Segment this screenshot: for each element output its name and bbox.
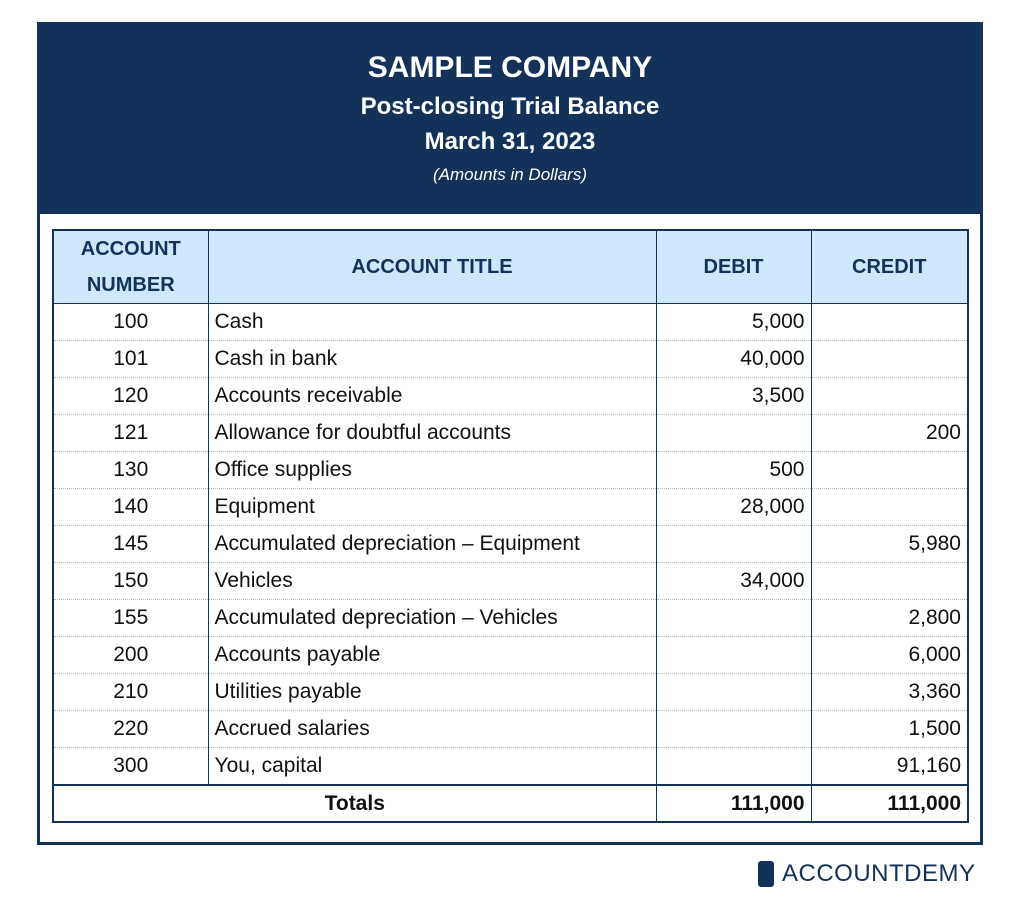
table-cell: 3,500	[655, 377, 812, 415]
table-row: 150 Vehicles 34,000	[52, 562, 969, 600]
totals-label: Totals	[52, 784, 657, 823]
table-cell: 200	[52, 636, 209, 674]
table-cell: Cash	[207, 303, 657, 341]
table-cell: 150	[52, 562, 209, 600]
table-cell: 130	[52, 451, 209, 489]
table-cell: 6,000	[810, 636, 969, 674]
table-cell: 210	[52, 673, 209, 711]
table-cell: Allowance for doubtful accounts	[207, 414, 657, 452]
table-cell: 100	[52, 303, 209, 341]
totals-row: Totals 111,000 111,000	[52, 784, 969, 823]
table-cell: 220	[52, 710, 209, 748]
table-cell: 5,000	[655, 303, 812, 341]
table-cell: 91,160	[810, 747, 969, 786]
table-cell: 500	[655, 451, 812, 489]
table-row: 140 Equipment 28,000	[52, 488, 969, 526]
logo-icon	[758, 861, 774, 887]
table-row: 120 Accounts receivable 3,500	[52, 377, 969, 415]
column-header: DEBIT	[655, 229, 812, 304]
table-cell	[810, 488, 969, 526]
table-row: 101 Cash in bank 40,000	[52, 340, 969, 378]
table-row: 210 Utilities payable 3,360	[52, 673, 969, 711]
table-cell	[655, 747, 812, 786]
table-cell	[655, 525, 812, 563]
table-cell: Accrued salaries	[207, 710, 657, 748]
table-cell: 120	[52, 377, 209, 415]
column-header: ACCOUNT NUMBER	[52, 229, 209, 304]
table-cell: 3,360	[810, 673, 969, 711]
table-cell: 40,000	[655, 340, 812, 378]
table-cell	[810, 340, 969, 378]
header: SAMPLE COMPANY Post-closing Trial Balanc…	[40, 25, 980, 214]
report-note: (Amounts in Dollars)	[433, 165, 587, 184]
column-header: ACCOUNT TITLE	[207, 229, 657, 304]
table-cell: Vehicles	[207, 562, 657, 600]
totals-credit: 111,000	[810, 784, 969, 823]
table-cell	[810, 451, 969, 489]
table-body: 100 Cash 5,000 101 Cash in bank 40,000 120 Acco…	[52, 303, 969, 823]
report-date: March 31, 2023	[424, 128, 596, 155]
table-row: 155 Accumulated depreciation – Vehicles 2,…	[52, 599, 969, 637]
table-row: 145 Accumulated depreciation – Equipment 5…	[52, 525, 969, 563]
table-row: 121 Allowance for doubtful accounts 200	[52, 414, 969, 452]
table-cell: 101	[52, 340, 209, 378]
table-cell	[655, 636, 812, 674]
table-cell	[655, 414, 812, 452]
table-cell: 2,800	[810, 599, 969, 637]
table-cell: 121	[52, 414, 209, 452]
table-cell: 34,000	[655, 562, 812, 600]
logo-text: ACCOUNTDEMY	[782, 860, 976, 887]
table-cell: Accumulated depreciation – Vehicles	[207, 599, 657, 637]
table-cell	[655, 710, 812, 748]
table-row: 100 Cash 5,000	[52, 303, 969, 341]
table-cell: 155	[52, 599, 209, 637]
table-cell: Office supplies	[207, 451, 657, 489]
table-cell: Accounts receivable	[207, 377, 657, 415]
table-cell: 28,000	[655, 488, 812, 526]
table-row: 220 Accrued salaries 1,500	[52, 710, 969, 748]
table-row: 300 You, capital 91,160	[52, 747, 969, 786]
table-cell: Equipment	[207, 488, 657, 526]
table-cell	[655, 673, 812, 711]
table-cell	[810, 562, 969, 600]
table-cell	[810, 303, 969, 341]
column-header: CREDIT	[810, 229, 969, 304]
trial-balance-table: ACCOUNT NUMBER ACCOUNT TITLE DEBIT CREDIT 1…	[52, 229, 969, 823]
table-cell: Accounts payable	[207, 636, 657, 674]
header-row: ACCOUNT NUMBER ACCOUNT TITLE DEBIT CREDIT	[52, 229, 969, 304]
report-title: Post-closing Trial Balance	[360, 93, 660, 120]
table-cell: 140	[52, 488, 209, 526]
table-cell	[655, 599, 812, 637]
table-cell: Accumulated depreciation – Equipment	[207, 525, 657, 563]
table-cell: 1,500	[810, 710, 969, 748]
table-row: 130 Office supplies 500	[52, 451, 969, 489]
table-cell: 200	[810, 414, 969, 452]
table-cell: You, capital	[207, 747, 657, 786]
table-cell: Cash in bank	[207, 340, 657, 378]
logo: ACCOUNTDEMY	[758, 860, 976, 888]
totals-debit: 111,000	[655, 784, 812, 823]
table-cell: 5,980	[810, 525, 969, 563]
table-cell: Utilities payable	[207, 673, 657, 711]
table-cell: 145	[52, 525, 209, 563]
company: SAMPLE COMPANY	[367, 51, 653, 84]
table-cell: 300	[52, 747, 209, 786]
table-cell	[810, 377, 969, 415]
table-row: 200 Accounts payable 6,000	[52, 636, 969, 674]
